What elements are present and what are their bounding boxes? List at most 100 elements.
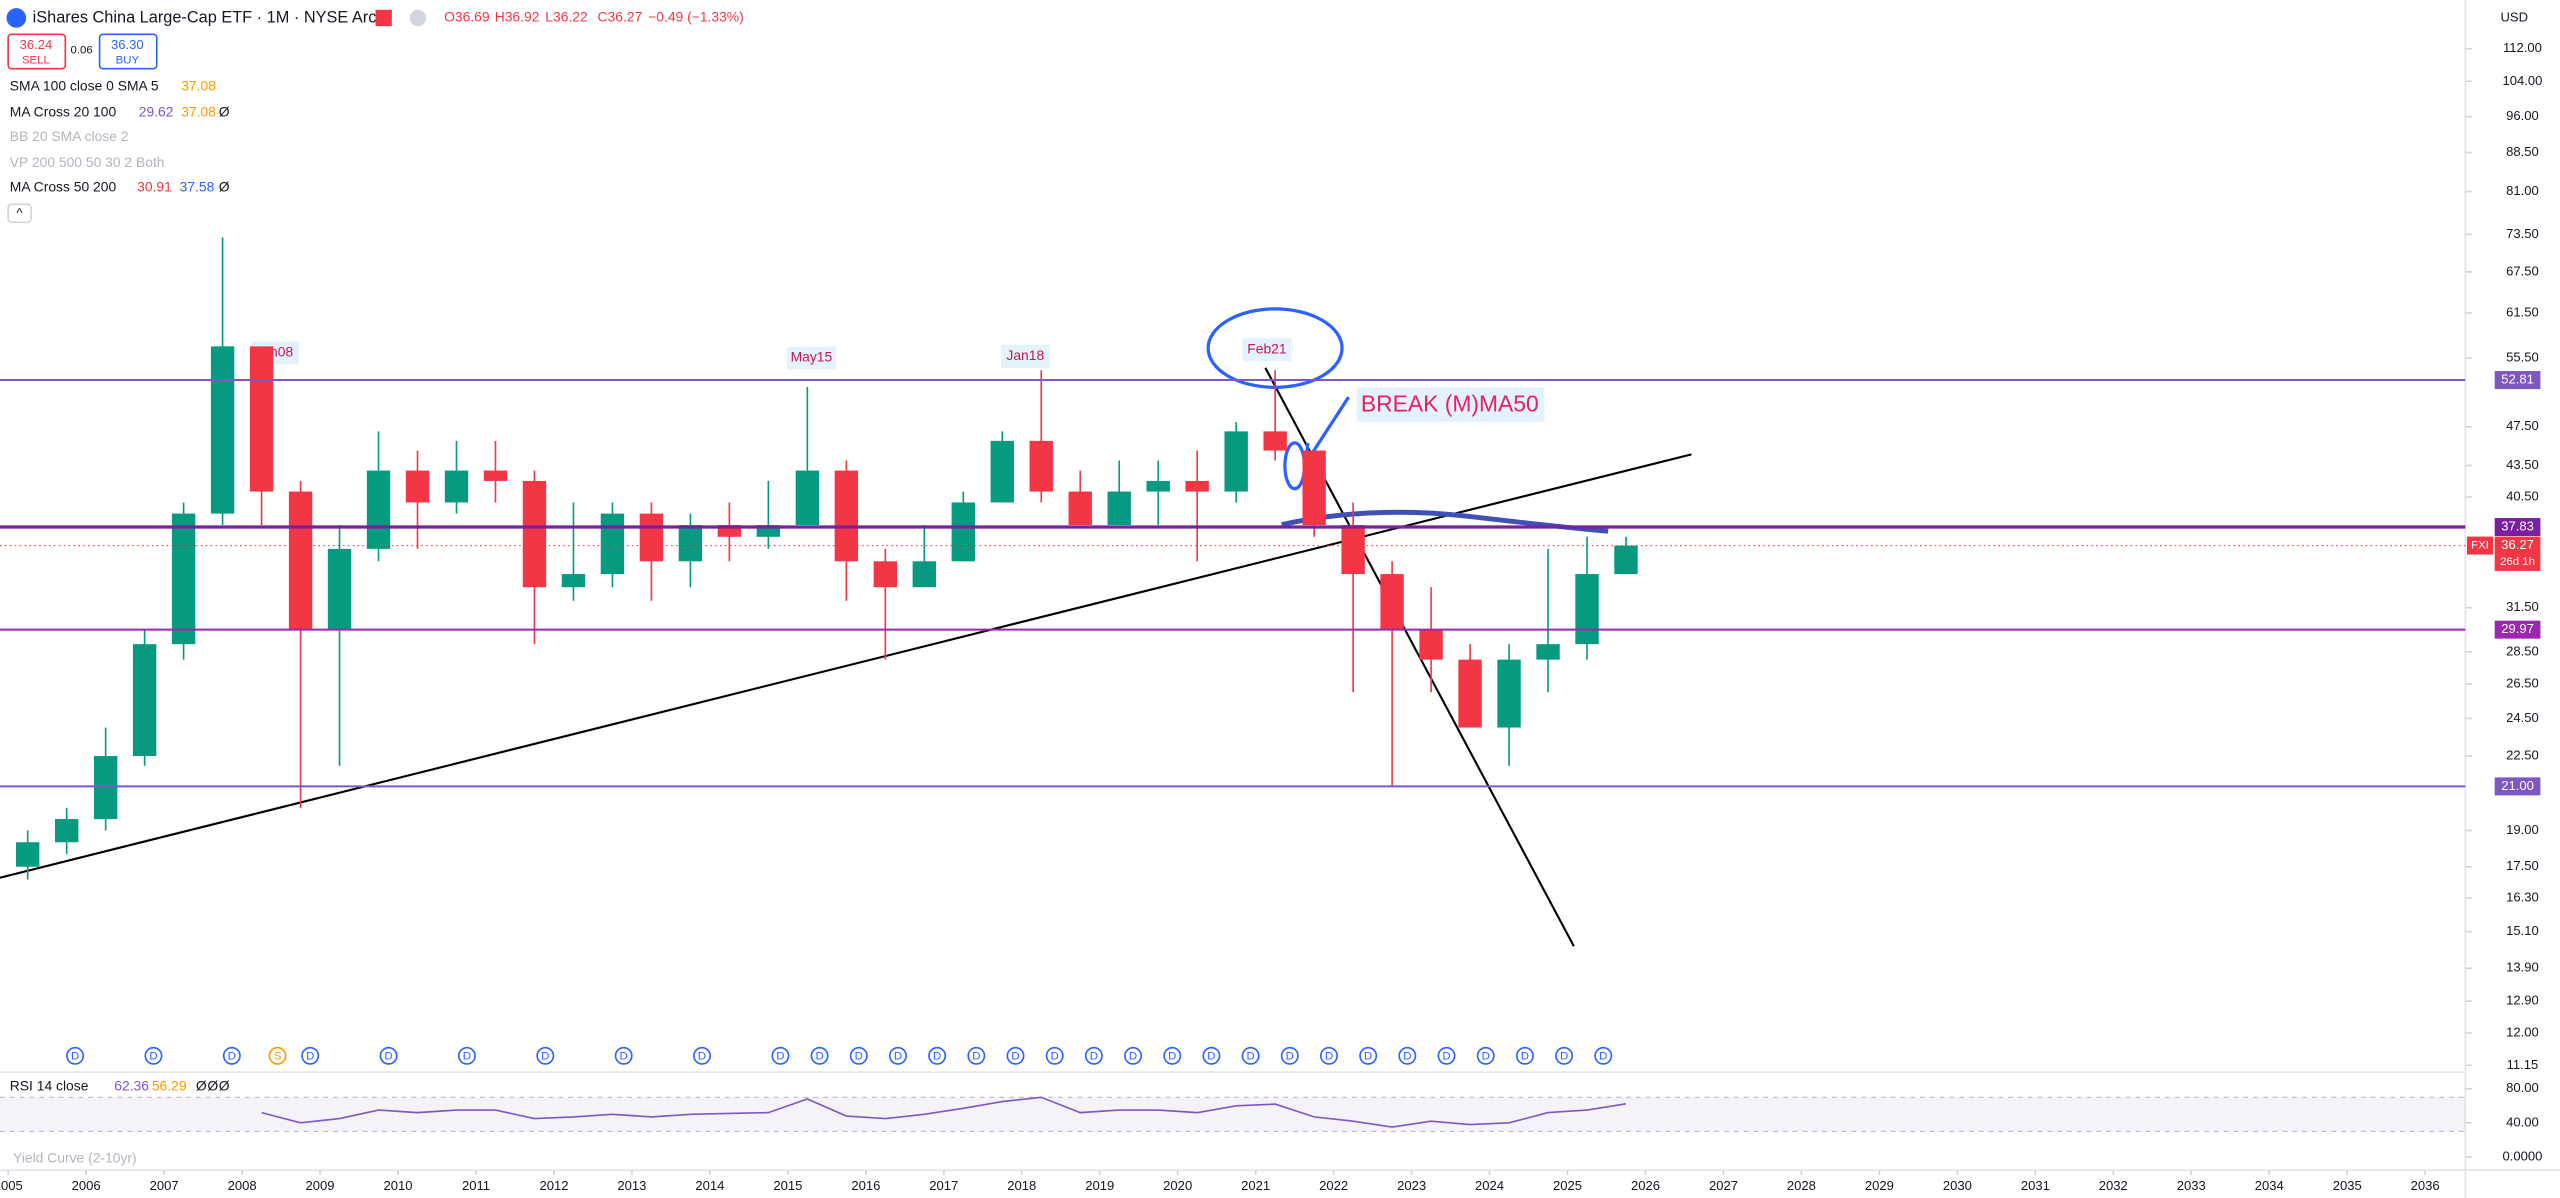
dividend-icon[interactable]	[222, 1046, 241, 1065]
level-label: 52.81	[2501, 371, 2534, 386]
dividend-icon[interactable]	[1084, 1046, 1103, 1065]
dividend-icon[interactable]	[1476, 1046, 1495, 1065]
dividend-icon[interactable]	[1241, 1046, 1260, 1065]
dividend-icon[interactable]	[928, 1046, 947, 1065]
dividend-icon[interactable]	[301, 1046, 320, 1065]
dividend-icon[interactable]	[1163, 1046, 1182, 1065]
dividend-icon[interactable]	[693, 1046, 712, 1065]
candle-body	[249, 346, 274, 492]
candle-body	[1497, 659, 1521, 728]
x-tick-label: 2024	[1475, 1178, 1504, 1193]
dividend-icon[interactable]	[144, 1046, 163, 1065]
annotation: Jan18	[1006, 347, 1044, 363]
dividend-icon[interactable]	[849, 1046, 868, 1065]
indicator-value: Ø	[219, 103, 230, 119]
x-tick-label: 2025	[1553, 1178, 1582, 1193]
last-price-bg	[2494, 536, 2541, 571]
level-label-bg	[2494, 371, 2541, 390]
indicator-value: 37.08	[181, 77, 216, 93]
indicator-value: Ø	[219, 179, 230, 195]
y-tick-label: 61.50	[2506, 304, 2539, 319]
collapse-button[interactable]	[7, 203, 32, 224]
y-tick-label: 17.50	[2506, 858, 2539, 873]
y-tick-label: 47.50	[2506, 418, 2539, 433]
level-label-bg	[2494, 620, 2541, 639]
dividend-marker: D	[306, 1051, 314, 1063]
level-label: 29.97	[2501, 621, 2534, 636]
symbol-tag-bg	[2466, 536, 2494, 555]
x-tick-label: 2006	[72, 1178, 101, 1193]
candle-body	[1302, 450, 1326, 526]
dividend-marker: D	[1560, 1051, 1568, 1063]
dividend-icon[interactable]	[967, 1046, 986, 1065]
candle-body	[288, 491, 313, 630]
split-icon[interactable]	[268, 1046, 287, 1065]
x-tick-label: 2026	[1631, 1178, 1660, 1193]
countdown: 26d 1h	[2500, 556, 2535, 568]
dividend-marker: D	[855, 1051, 863, 1063]
y-tick-label: 88.50	[2506, 144, 2539, 159]
candle-body	[444, 470, 469, 503]
dividend-icon[interactable]	[1006, 1046, 1025, 1065]
dividend-icon[interactable]	[379, 1046, 398, 1065]
x-tick-label: 2017	[929, 1178, 958, 1193]
dividend-icon[interactable]	[1124, 1046, 1143, 1065]
sell-label: SELL	[22, 54, 50, 66]
sell-button[interactable]	[7, 33, 67, 70]
indicator-name: MA Cross 20 100	[10, 103, 117, 119]
dividend-icon[interactable]	[1280, 1046, 1299, 1065]
dividend-marker: D	[384, 1051, 392, 1063]
annotation: Feb21	[1247, 340, 1287, 356]
x-tick-label: 2016	[851, 1178, 880, 1193]
dividend-icon[interactable]	[810, 1046, 829, 1065]
y-tick-label: 40.00	[2506, 1114, 2539, 1129]
dividend-icon[interactable]	[1045, 1046, 1064, 1065]
candle-body	[561, 574, 586, 588]
candle-body	[1458, 659, 1482, 728]
dividend-icon[interactable]	[1320, 1046, 1338, 1065]
candle-body	[1107, 491, 1131, 526]
y-tick-label: 11.15	[2507, 1057, 2539, 1072]
level-label-bg	[2494, 777, 2541, 796]
buy-button[interactable]	[98, 33, 158, 70]
dividend-icon[interactable]	[1202, 1046, 1221, 1065]
trend-line	[0, 453, 1692, 879]
x-tick-label: 2012	[539, 1178, 568, 1193]
dividend-icon[interactable]	[888, 1046, 907, 1065]
currency: USD	[2501, 9, 2529, 24]
candle-body	[54, 819, 79, 843]
dividend-icon[interactable]	[1594, 1046, 1613, 1065]
rsi-value: Ø	[207, 1078, 218, 1094]
rsi-band	[0, 1097, 2466, 1132]
rsi-title: RSI 14 close	[10, 1078, 89, 1094]
split-marker: S	[274, 1051, 282, 1063]
x-tick-label: 2018	[1007, 1178, 1036, 1193]
dividend-marker: D	[1207, 1051, 1215, 1063]
dividend-marker: D	[1482, 1051, 1490, 1063]
x-tick-label: 2021	[1241, 1178, 1270, 1193]
rsi-value: Ø	[219, 1078, 230, 1094]
candle-body	[756, 525, 781, 537]
dividend-icon[interactable]	[614, 1046, 633, 1065]
x-tick-label: 2027	[1709, 1178, 1738, 1193]
buy-label: BUY	[116, 54, 140, 66]
y-tick-label: 24.50	[2506, 710, 2539, 725]
x-tick-label: 2029	[1865, 1178, 1894, 1193]
annotation-bg	[1000, 344, 1050, 368]
candle-body	[483, 470, 508, 481]
dividend-icon[interactable]	[771, 1046, 790, 1065]
dividend-icon[interactable]	[1515, 1046, 1534, 1065]
x-tick-label: 2019	[1085, 1178, 1114, 1193]
toggle-icon[interactable]	[409, 9, 427, 27]
dividend-icon[interactable]	[1555, 1046, 1574, 1065]
dividend-icon[interactable]	[66, 1046, 85, 1065]
dividend-icon[interactable]	[1359, 1046, 1378, 1065]
annotation: BREAK (M)MA50	[1361, 390, 1539, 416]
dividend-icon[interactable]	[1437, 1046, 1456, 1065]
annotation-bg	[786, 346, 836, 370]
dividend-icon[interactable]	[1398, 1046, 1417, 1065]
y-tick-label: 67.50	[2506, 263, 2539, 278]
dividend-icon[interactable]	[457, 1046, 476, 1065]
dividend-icon[interactable]	[536, 1046, 555, 1065]
